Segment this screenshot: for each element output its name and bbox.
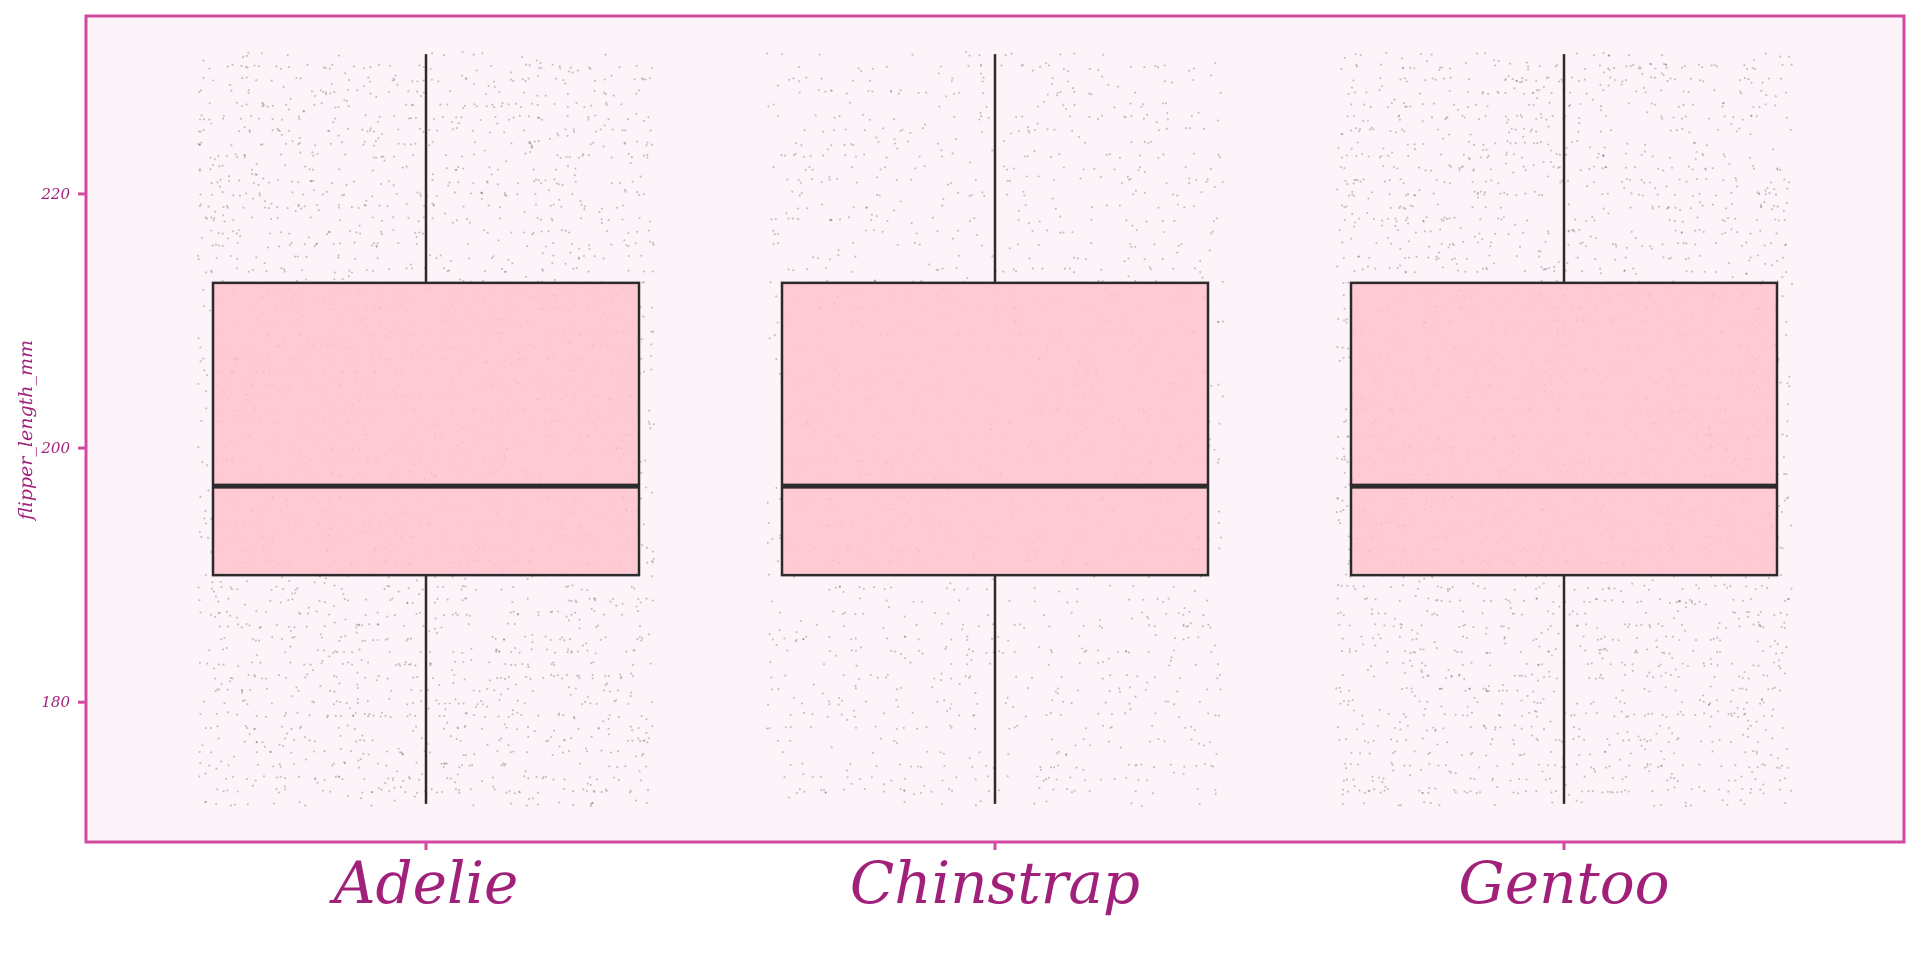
box-chinstrap (780, 54, 1210, 804)
iqr-box (780, 281, 1210, 577)
y-axis: 180 200 220 (40, 185, 86, 711)
y-tick-label-220: 220 (40, 185, 70, 203)
x-axis: Adelie Chinstrap Gentoo (329, 842, 1670, 917)
y-tick-label-180: 180 (41, 693, 70, 711)
box-adelie (211, 54, 641, 804)
y-axis-label: flipper_length_mm (15, 340, 37, 522)
boxes (211, 54, 1779, 804)
x-tick-label-chinstrap: Chinstrap (850, 849, 1140, 917)
box-gentoo (1349, 54, 1779, 804)
y-tick-label-200: 200 (40, 439, 70, 457)
x-tick-label-gentoo: Gentoo (1458, 849, 1669, 917)
iqr-box (1349, 281, 1779, 577)
iqr-box (211, 281, 641, 577)
x-tick-label-adelie: Adelie (329, 849, 519, 917)
